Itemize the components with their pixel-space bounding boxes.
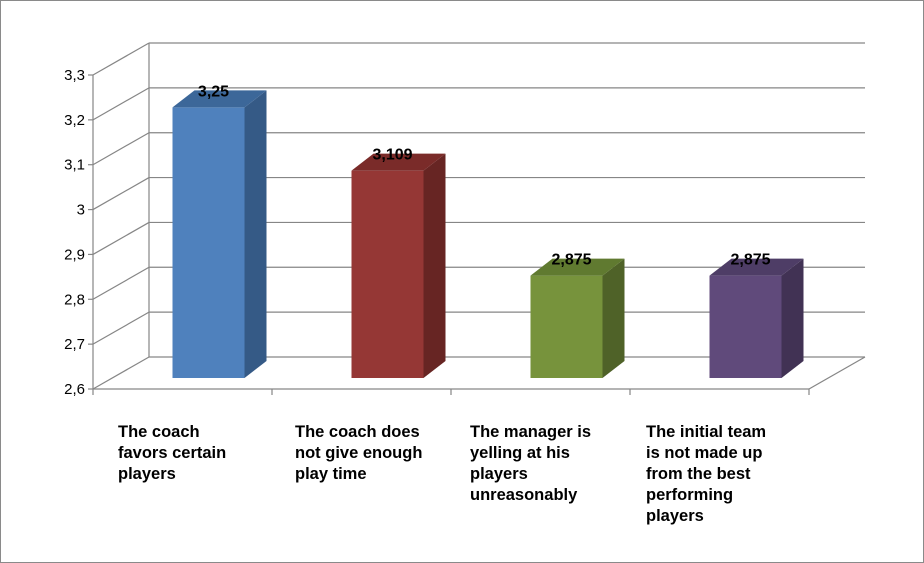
gridline-side (92, 132, 150, 166)
bar-top (530, 258, 625, 276)
bar-top (709, 258, 804, 276)
category-label-line: The coach (118, 423, 200, 441)
bar-1 (172, 90, 267, 378)
category-label-line: is not made up (646, 444, 763, 462)
category-label-line: The initial team (646, 423, 767, 441)
category-label-line: favors certain (118, 444, 227, 462)
bars (172, 90, 804, 378)
category-label-line: players (646, 507, 704, 525)
category-label-line: performing (646, 486, 734, 504)
x-category-label: The initial team is not made up from the b… (646, 422, 766, 527)
gridline-side (92, 356, 150, 390)
data-label: 2,875 (730, 252, 770, 269)
bar-3 (530, 258, 625, 378)
bar-front (351, 170, 424, 378)
bar-side (244, 90, 267, 378)
y-axis-ticks: 2,6 2,7 2,8 2,9 3 3,1 3,2 3,3 (64, 67, 93, 398)
category-label-line: The coach does (295, 423, 420, 441)
data-label: 2,875 (551, 252, 591, 269)
bar-top (172, 90, 267, 108)
category-label-line: from the best (646, 465, 751, 483)
bar-4 (709, 258, 804, 378)
floor-right-edge (808, 356, 866, 390)
category-label-line: players (470, 465, 528, 483)
category-label-line: players (118, 465, 176, 483)
bar-2 (351, 153, 446, 378)
y-tick-label: 3,1 (64, 157, 85, 174)
bar-side (781, 258, 804, 378)
bar-front (709, 275, 782, 378)
gridline-side (92, 311, 150, 345)
gridline-side (92, 42, 150, 76)
y-tick-label: 2,6 (64, 381, 85, 398)
bar-top (351, 153, 446, 171)
x-category-label: The coach favors certain players (118, 422, 226, 485)
category-label-line: play time (295, 465, 367, 483)
category-label-line: The manager is (470, 423, 592, 441)
category-label-line: yelling at his (470, 444, 570, 462)
category-label-line: unreasonably (470, 486, 578, 504)
gridlines (92, 42, 865, 390)
axes (92, 43, 866, 395)
category-label-line: not give enough (295, 444, 423, 462)
y-tick-label: 3,2 (64, 112, 85, 129)
y-tick-label: 2,7 (64, 336, 85, 353)
gridline-side (92, 177, 150, 211)
data-label: 3,109 (372, 147, 412, 164)
bar-side (602, 258, 625, 378)
y-tick-label: 3 (77, 202, 85, 219)
gridline-side (92, 87, 150, 121)
bar-front (172, 107, 245, 378)
bar-side (423, 153, 446, 378)
bar-front (530, 275, 603, 378)
y-tick-label: 2,9 (64, 246, 85, 263)
data-labels: 3,25 3,109 2,875 2,875 (198, 83, 771, 268)
y-tick-label: 2,8 (64, 291, 85, 308)
gridline-side (92, 266, 150, 300)
x-category-label: The coach does not give enough play time (295, 422, 422, 485)
x-category-label: The manager is yelling at his players unrea… (470, 422, 591, 506)
data-label: 3,25 (198, 83, 229, 100)
gridline-side (92, 221, 150, 255)
y-tick-label: 3,3 (64, 67, 85, 84)
